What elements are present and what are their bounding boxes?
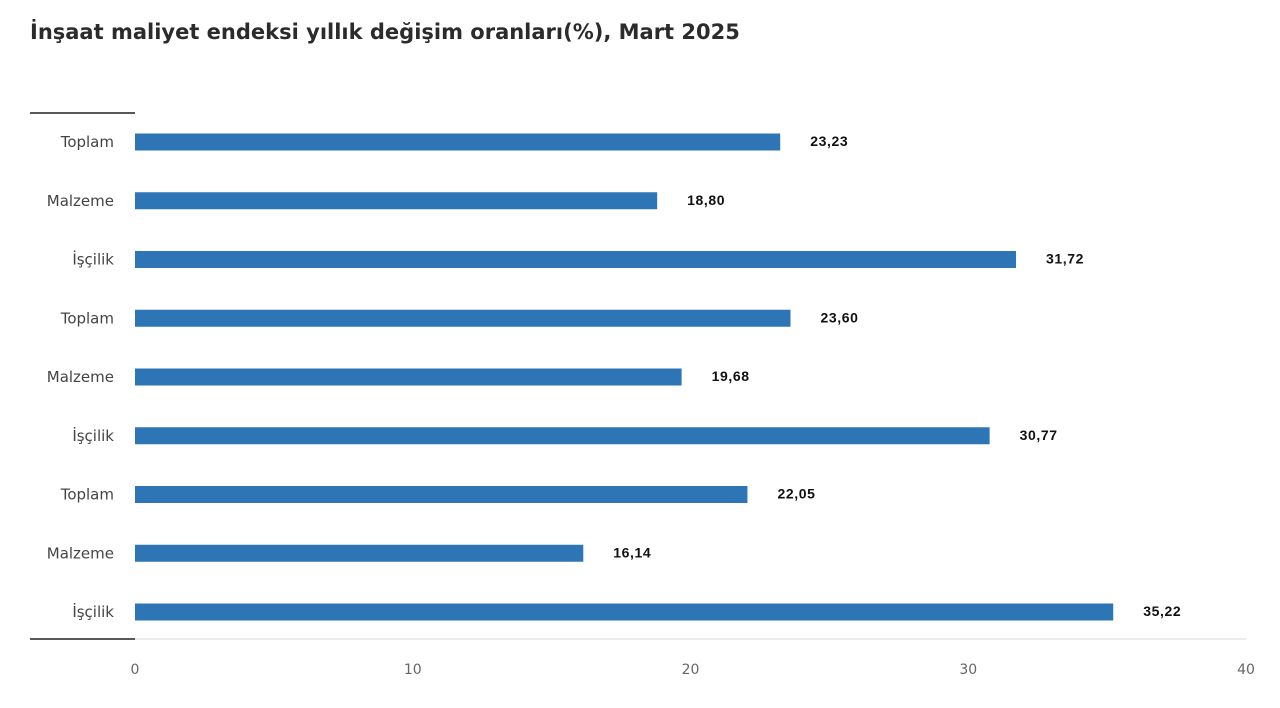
x-tick-label: 0 [131,662,140,678]
data-label: 35,22 [1143,603,1181,619]
category-label: Toplam [60,133,114,151]
category-label: Toplam [60,309,114,327]
data-label: 31,72 [1046,251,1084,267]
x-tick-label: 40 [1237,662,1255,678]
data-label: 18,80 [687,192,725,208]
bar [135,309,791,327]
bar [135,192,658,210]
x-tick-label: 20 [682,662,700,678]
category-labels: Toplam Malzeme İşçilik Toplam Malzeme İşçilik… [47,133,115,621]
data-label: 22,05 [777,486,815,502]
bar [135,427,990,445]
bar [135,603,1114,621]
bar [135,368,682,386]
chart-title: İnşaat maliyet endeksi yıllık değişim or… [30,20,740,44]
bars-layer [135,133,1114,621]
data-label: 30,77 [1020,427,1058,443]
bar [135,133,781,151]
data-label: 16,14 [613,544,651,560]
bar [135,544,584,562]
category-label: İşçilik [72,602,114,621]
bar [135,486,748,503]
x-axis-ticks: 0 10 20 30 40 [131,662,1255,678]
category-label: Toplam [60,486,114,504]
category-label: İşçilik [72,250,114,269]
x-tick-label: 30 [959,662,977,678]
category-label: Malzeme [47,192,114,210]
bar [135,251,1017,268]
category-label: İşçilik [72,426,114,445]
value-labels: 23,23 18,80 31,72 23,60 19,68 30,77 22,05 16,14… [613,133,1181,619]
x-tick-label: 10 [404,662,422,678]
data-label: 23,60 [820,309,858,325]
category-label: Malzeme [47,544,114,562]
data-label: 23,23 [810,133,848,149]
category-label: Malzeme [47,368,114,386]
data-label: 19,68 [712,368,750,384]
